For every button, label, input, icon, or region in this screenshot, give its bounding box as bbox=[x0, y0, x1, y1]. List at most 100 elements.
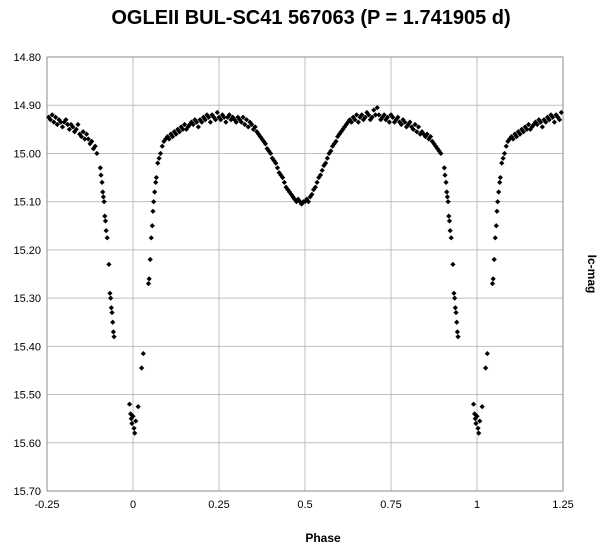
data-point bbox=[383, 117, 389, 123]
data-point bbox=[149, 223, 155, 229]
data-point bbox=[522, 124, 528, 130]
data-point bbox=[501, 150, 508, 157]
data-point bbox=[444, 194, 451, 200]
data-point bbox=[156, 155, 162, 161]
data-point bbox=[127, 411, 134, 417]
data-point bbox=[395, 114, 401, 120]
data-point bbox=[550, 114, 556, 120]
data-point bbox=[271, 158, 277, 164]
data-point bbox=[386, 119, 392, 125]
y-tick-label: 14.90 bbox=[13, 100, 41, 112]
data-point bbox=[410, 126, 416, 132]
data-point bbox=[333, 138, 339, 144]
data-point bbox=[101, 199, 107, 205]
data-point bbox=[503, 143, 509, 149]
y-tick-label: 15.60 bbox=[13, 438, 41, 450]
data-point bbox=[477, 418, 483, 424]
data-point bbox=[89, 138, 95, 144]
data-point bbox=[446, 213, 452, 219]
data-point bbox=[354, 112, 360, 118]
x-tick-label: 0.75 bbox=[380, 499, 401, 511]
data-point bbox=[58, 119, 64, 125]
data-point bbox=[273, 160, 279, 166]
data-point bbox=[221, 114, 227, 120]
data-point bbox=[520, 129, 527, 135]
data-point bbox=[155, 160, 161, 166]
data-point bbox=[104, 235, 110, 241]
data-point bbox=[450, 261, 456, 267]
data-point bbox=[379, 114, 385, 120]
data-point bbox=[132, 430, 138, 436]
data-point bbox=[309, 191, 315, 198]
data-point bbox=[484, 350, 490, 357]
data-point bbox=[94, 150, 100, 157]
data-point bbox=[252, 124, 258, 130]
data-point bbox=[470, 401, 477, 407]
data-point bbox=[553, 112, 559, 118]
data-point bbox=[304, 196, 310, 202]
data-point bbox=[129, 420, 135, 427]
data-point bbox=[472, 416, 478, 422]
data-point bbox=[539, 124, 545, 130]
data-point bbox=[150, 208, 156, 214]
data-point bbox=[255, 131, 262, 137]
data-point bbox=[454, 329, 460, 335]
data-point bbox=[109, 309, 115, 316]
data-point bbox=[355, 119, 361, 125]
y-tick-label: 15.50 bbox=[13, 390, 41, 402]
data-point bbox=[131, 425, 137, 431]
data-point bbox=[331, 141, 337, 147]
data-point bbox=[102, 213, 108, 219]
data-point bbox=[336, 131, 342, 137]
data-point bbox=[87, 141, 93, 147]
data-point bbox=[92, 143, 98, 149]
data-point bbox=[371, 107, 377, 113]
data-point bbox=[173, 131, 179, 137]
data-point bbox=[126, 401, 133, 407]
data-point bbox=[532, 119, 539, 125]
data-point bbox=[110, 319, 116, 325]
data-point bbox=[381, 112, 387, 118]
data-point bbox=[176, 129, 183, 135]
data-point bbox=[157, 150, 164, 157]
y-tick-label: 15.10 bbox=[13, 197, 41, 209]
data-point bbox=[238, 119, 244, 125]
data-point bbox=[510, 136, 516, 142]
data-point bbox=[524, 126, 530, 132]
data-point bbox=[329, 143, 336, 149]
data-point bbox=[199, 119, 205, 125]
data-point bbox=[97, 165, 103, 171]
data-point bbox=[237, 117, 243, 123]
data-point bbox=[551, 119, 557, 125]
data-point bbox=[412, 121, 418, 128]
data-point bbox=[417, 131, 423, 137]
data-point bbox=[536, 117, 542, 123]
data-point bbox=[182, 121, 188, 128]
data-point bbox=[107, 290, 113, 296]
data-point bbox=[390, 114, 396, 120]
data-point bbox=[414, 129, 420, 135]
data-point bbox=[192, 117, 198, 123]
data-point bbox=[445, 199, 451, 205]
data-point bbox=[497, 174, 503, 181]
data-point bbox=[133, 418, 139, 424]
data-point bbox=[529, 124, 535, 130]
data-point bbox=[402, 119, 408, 125]
data-point bbox=[147, 256, 153, 263]
data-point bbox=[326, 150, 332, 157]
data-point bbox=[146, 276, 152, 282]
data-point bbox=[152, 189, 158, 195]
data-point bbox=[63, 117, 69, 123]
data-point bbox=[53, 114, 59, 120]
data-point bbox=[495, 199, 501, 205]
data-point bbox=[194, 119, 200, 125]
data-point bbox=[243, 117, 250, 123]
data-point bbox=[517, 131, 523, 137]
data-point bbox=[111, 334, 117, 340]
y-axis-label: Ic-mag bbox=[585, 255, 599, 294]
data-point bbox=[357, 114, 363, 120]
data-point bbox=[103, 228, 109, 234]
data-point bbox=[314, 179, 320, 185]
data-point bbox=[479, 404, 485, 410]
data-point bbox=[324, 155, 330, 161]
